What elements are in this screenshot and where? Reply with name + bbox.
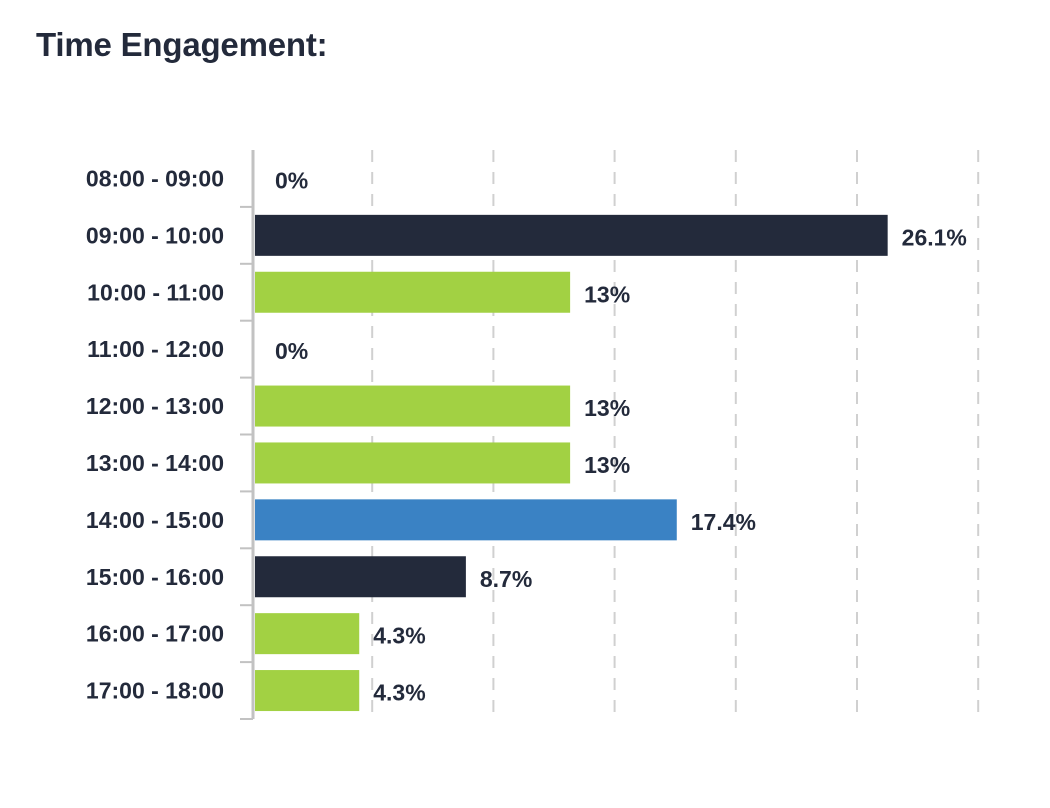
value-label: 4.3% [373, 623, 425, 649]
bar [255, 499, 677, 541]
labels: 08:00 - 09:00 0% 09:00 - 10:00 26.1% 10:00 -… [86, 165, 967, 705]
category-label: 14:00 - 15:00 [86, 507, 224, 533]
value-label: 4.3% [373, 680, 425, 706]
value-label: 17.4% [691, 509, 756, 535]
bar [255, 670, 360, 712]
y-axis [240, 150, 255, 720]
value-label: 13% [584, 281, 630, 307]
category-label: 10:00 - 11:00 [87, 279, 224, 305]
category-label: 12:00 - 13:00 [86, 393, 224, 419]
bar [255, 385, 571, 427]
category-label: 15:00 - 16:00 [86, 564, 224, 590]
bar [255, 271, 571, 313]
value-label: 0% [275, 167, 308, 193]
value-label: 13% [584, 452, 630, 478]
bar [255, 613, 360, 655]
value-label: 8.7% [480, 566, 532, 592]
category-label: 09:00 - 10:00 [86, 222, 224, 248]
value-label: 26.1% [902, 224, 967, 250]
category-label: 17:00 - 18:00 [86, 678, 224, 704]
value-label: 0% [275, 338, 308, 364]
category-label: 13:00 - 14:00 [86, 450, 224, 476]
bar [255, 442, 571, 484]
bar [255, 214, 888, 256]
category-label: 08:00 - 09:00 [86, 165, 224, 191]
category-label: 11:00 - 12:00 [87, 336, 224, 362]
value-label: 13% [584, 395, 630, 421]
bar [255, 556, 466, 598]
bars [255, 214, 888, 712]
category-label: 16:00 - 17:00 [86, 621, 224, 647]
chart-title: Time Engagement: [36, 26, 328, 63]
